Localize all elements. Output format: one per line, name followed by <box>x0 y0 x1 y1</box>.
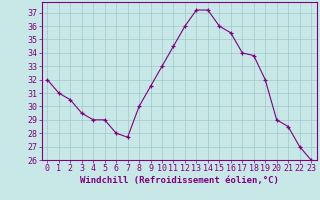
X-axis label: Windchill (Refroidissement éolien,°C): Windchill (Refroidissement éolien,°C) <box>80 176 279 185</box>
